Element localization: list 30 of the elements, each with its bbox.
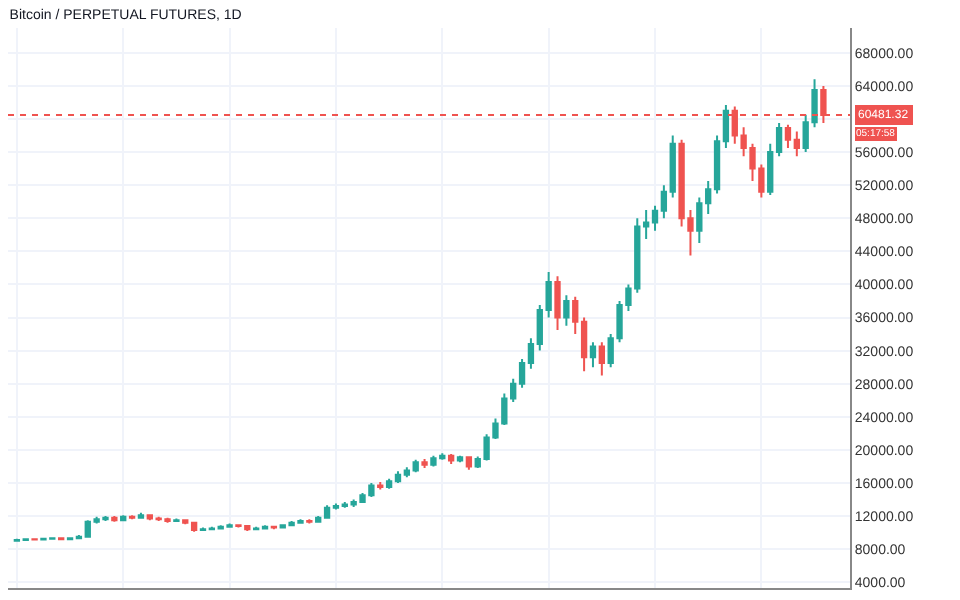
candlestick: [235, 523, 242, 529]
candlestick: [563, 294, 570, 327]
candlestick: [306, 518, 313, 525]
candlestick: [793, 130, 800, 158]
candlestick: [421, 457, 428, 470]
candlestick: [394, 470, 402, 484]
candlestick: [377, 481, 384, 491]
candlestick: [323, 504, 331, 520]
candlestick: [40, 536, 47, 542]
candlestick: [182, 518, 189, 526]
candlestick: [784, 123, 792, 149]
candlestick: [111, 515, 118, 523]
candlestick: [164, 516, 171, 524]
candlestick: [412, 458, 419, 474]
candlestick: [456, 454, 464, 464]
candlestick: [465, 455, 473, 471]
candlestick: [598, 341, 605, 377]
candlestick: [589, 341, 597, 369]
candlestick: [385, 477, 393, 490]
candlestick: [403, 466, 411, 479]
candlestick: [13, 537, 21, 543]
candlestick: [173, 517, 180, 523]
candlestick: [226, 522, 233, 529]
candlestick: [447, 453, 455, 465]
candlestick: [58, 536, 65, 542]
candlestick: [137, 511, 145, 520]
candlestick: [554, 275, 561, 331]
candlestick: [430, 454, 437, 468]
candlestick: [128, 514, 136, 521]
candlestick: [332, 502, 340, 511]
